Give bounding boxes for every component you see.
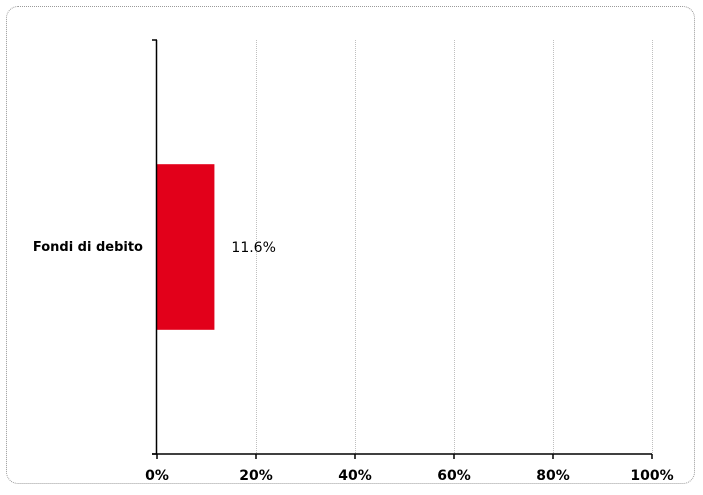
axes (152, 39, 653, 459)
x-tick-label-20: 20% (239, 468, 273, 484)
x-tick-label-100: 100% (630, 468, 673, 484)
x-tick-label-80: 80% (536, 468, 570, 484)
chart-frame (6, 6, 695, 484)
gridlines (256, 40, 653, 454)
data-label-0: 11.6% (231, 240, 275, 256)
bar-0 (157, 164, 215, 330)
x-tick-label-0: 0% (145, 468, 169, 484)
bars (157, 164, 215, 330)
x-tick-label-60: 60% (437, 468, 471, 484)
x-tick-label-40: 40% (338, 468, 372, 484)
labels: 11.6% Fondi di debito 0% 20% 40% 60% 80% 100% (33, 240, 674, 484)
category-label-0: Fondi di debito (33, 240, 143, 255)
